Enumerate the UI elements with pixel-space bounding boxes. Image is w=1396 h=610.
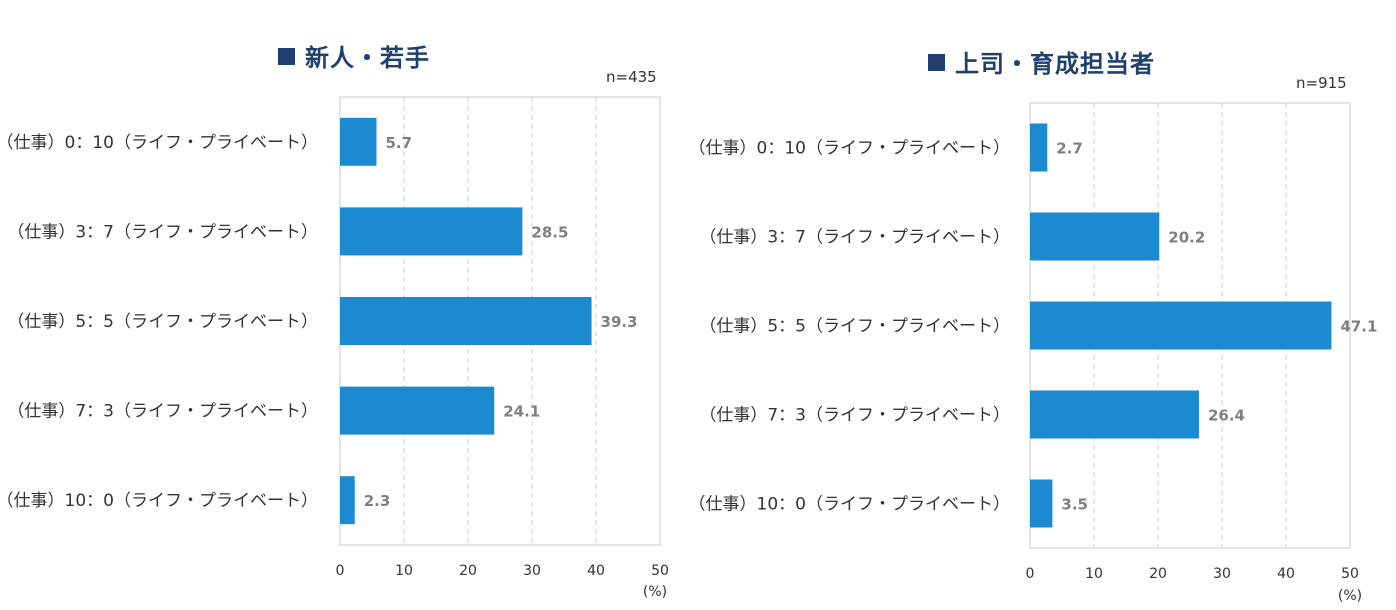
bar-chart-left: 0 10 20 30 40 50 (%) 5.7 （仕事）0：10（ライフ・プライベート） 28.…: [0, 96, 669, 600]
bar: [340, 207, 523, 256]
x-tick-label: 0: [336, 563, 345, 579]
x-tick-label: 10: [395, 563, 413, 579]
x-unit-label: (%): [1338, 588, 1362, 604]
chart-title-right: 上司・育成担当者: [928, 44, 1155, 79]
x-tick-label: 40: [1277, 566, 1295, 582]
bar-value-label: 20.2: [1168, 229, 1205, 247]
bar-chart-right: 0 10 20 30 40 50 (%) 2.7 （仕事）0：10（ライフ・プライベート） 20.…: [690, 102, 1377, 604]
category-label: （仕事）5：5（ライフ・プライベート）: [699, 317, 1010, 337]
x-tick-label: 40: [587, 563, 605, 579]
chart-panel-left: 新人・若手 n=435 0 10 20 30 40 50 (%) 5.7 （仕事）0：10（ライ…: [0, 0, 690, 610]
bar-value-label: 2.7: [1056, 140, 1083, 158]
bar: [1030, 390, 1199, 439]
category-label: （仕事）10：0（ライフ・プライベート）: [0, 491, 318, 511]
bar-value-label: 47.1: [1340, 318, 1377, 336]
bar: [1030, 301, 1332, 350]
category-label: （仕事）0：10（ライフ・プライベート）: [0, 133, 318, 153]
bar: [340, 297, 592, 345]
bar: [340, 117, 377, 166]
category-label: （仕事）3：7（ライフ・プライベート）: [7, 222, 318, 242]
category-label: （仕事）5：5（ライフ・プライベート）: [7, 312, 318, 332]
bar-value-label: 2.3: [364, 492, 391, 510]
x-tick-label: 10: [1085, 566, 1103, 582]
bar: [340, 476, 355, 525]
title-square-icon: [278, 48, 295, 65]
chart-title-left: 新人・若手: [278, 38, 430, 73]
bar: [1030, 123, 1048, 172]
x-tick-label: 50: [1341, 566, 1359, 582]
sample-size-right: n=915: [1296, 74, 1347, 92]
chart-title-text: 新人・若手: [305, 44, 430, 72]
bar: [340, 386, 495, 435]
sample-size-left: n=435: [606, 68, 657, 86]
category-label: （仕事）10：0（ライフ・プライベート）: [690, 495, 1010, 515]
bar-value-label: 39.3: [601, 313, 638, 331]
category-label: （仕事）7：3（ライフ・プライベート）: [699, 406, 1010, 426]
x-tick-label: 0: [1026, 566, 1035, 582]
chart-title-text: 上司・育成担当者: [955, 50, 1155, 78]
bar-value-label: 3.5: [1061, 496, 1088, 514]
x-tick-label: 30: [523, 563, 541, 579]
category-label: （仕事）7：3（ライフ・プライベート）: [7, 402, 318, 422]
bar-value-label: 5.7: [385, 134, 412, 152]
bar-value-label: 28.5: [531, 223, 568, 241]
category-label: （仕事）3：7（ライフ・プライベート）: [699, 228, 1010, 248]
bar: [1030, 212, 1160, 261]
x-tick-label: 50: [651, 563, 669, 579]
x-tick-label: 20: [1149, 566, 1167, 582]
x-unit-label: (%): [643, 584, 667, 600]
chart-panel-right: 上司・育成担当者 n=915 0 10 20 30 40 50 (%) 2.7 （仕事）0：10…: [690, 0, 1396, 610]
bar-value-label: 26.4: [1208, 407, 1245, 425]
title-square-icon: [928, 54, 945, 71]
category-label: （仕事）0：10（ライフ・プライベート）: [690, 139, 1010, 159]
x-tick-label: 30: [1213, 566, 1231, 582]
x-tick-label: 20: [459, 563, 477, 579]
bar: [1030, 479, 1053, 528]
bar-value-label: 24.1: [503, 403, 540, 421]
